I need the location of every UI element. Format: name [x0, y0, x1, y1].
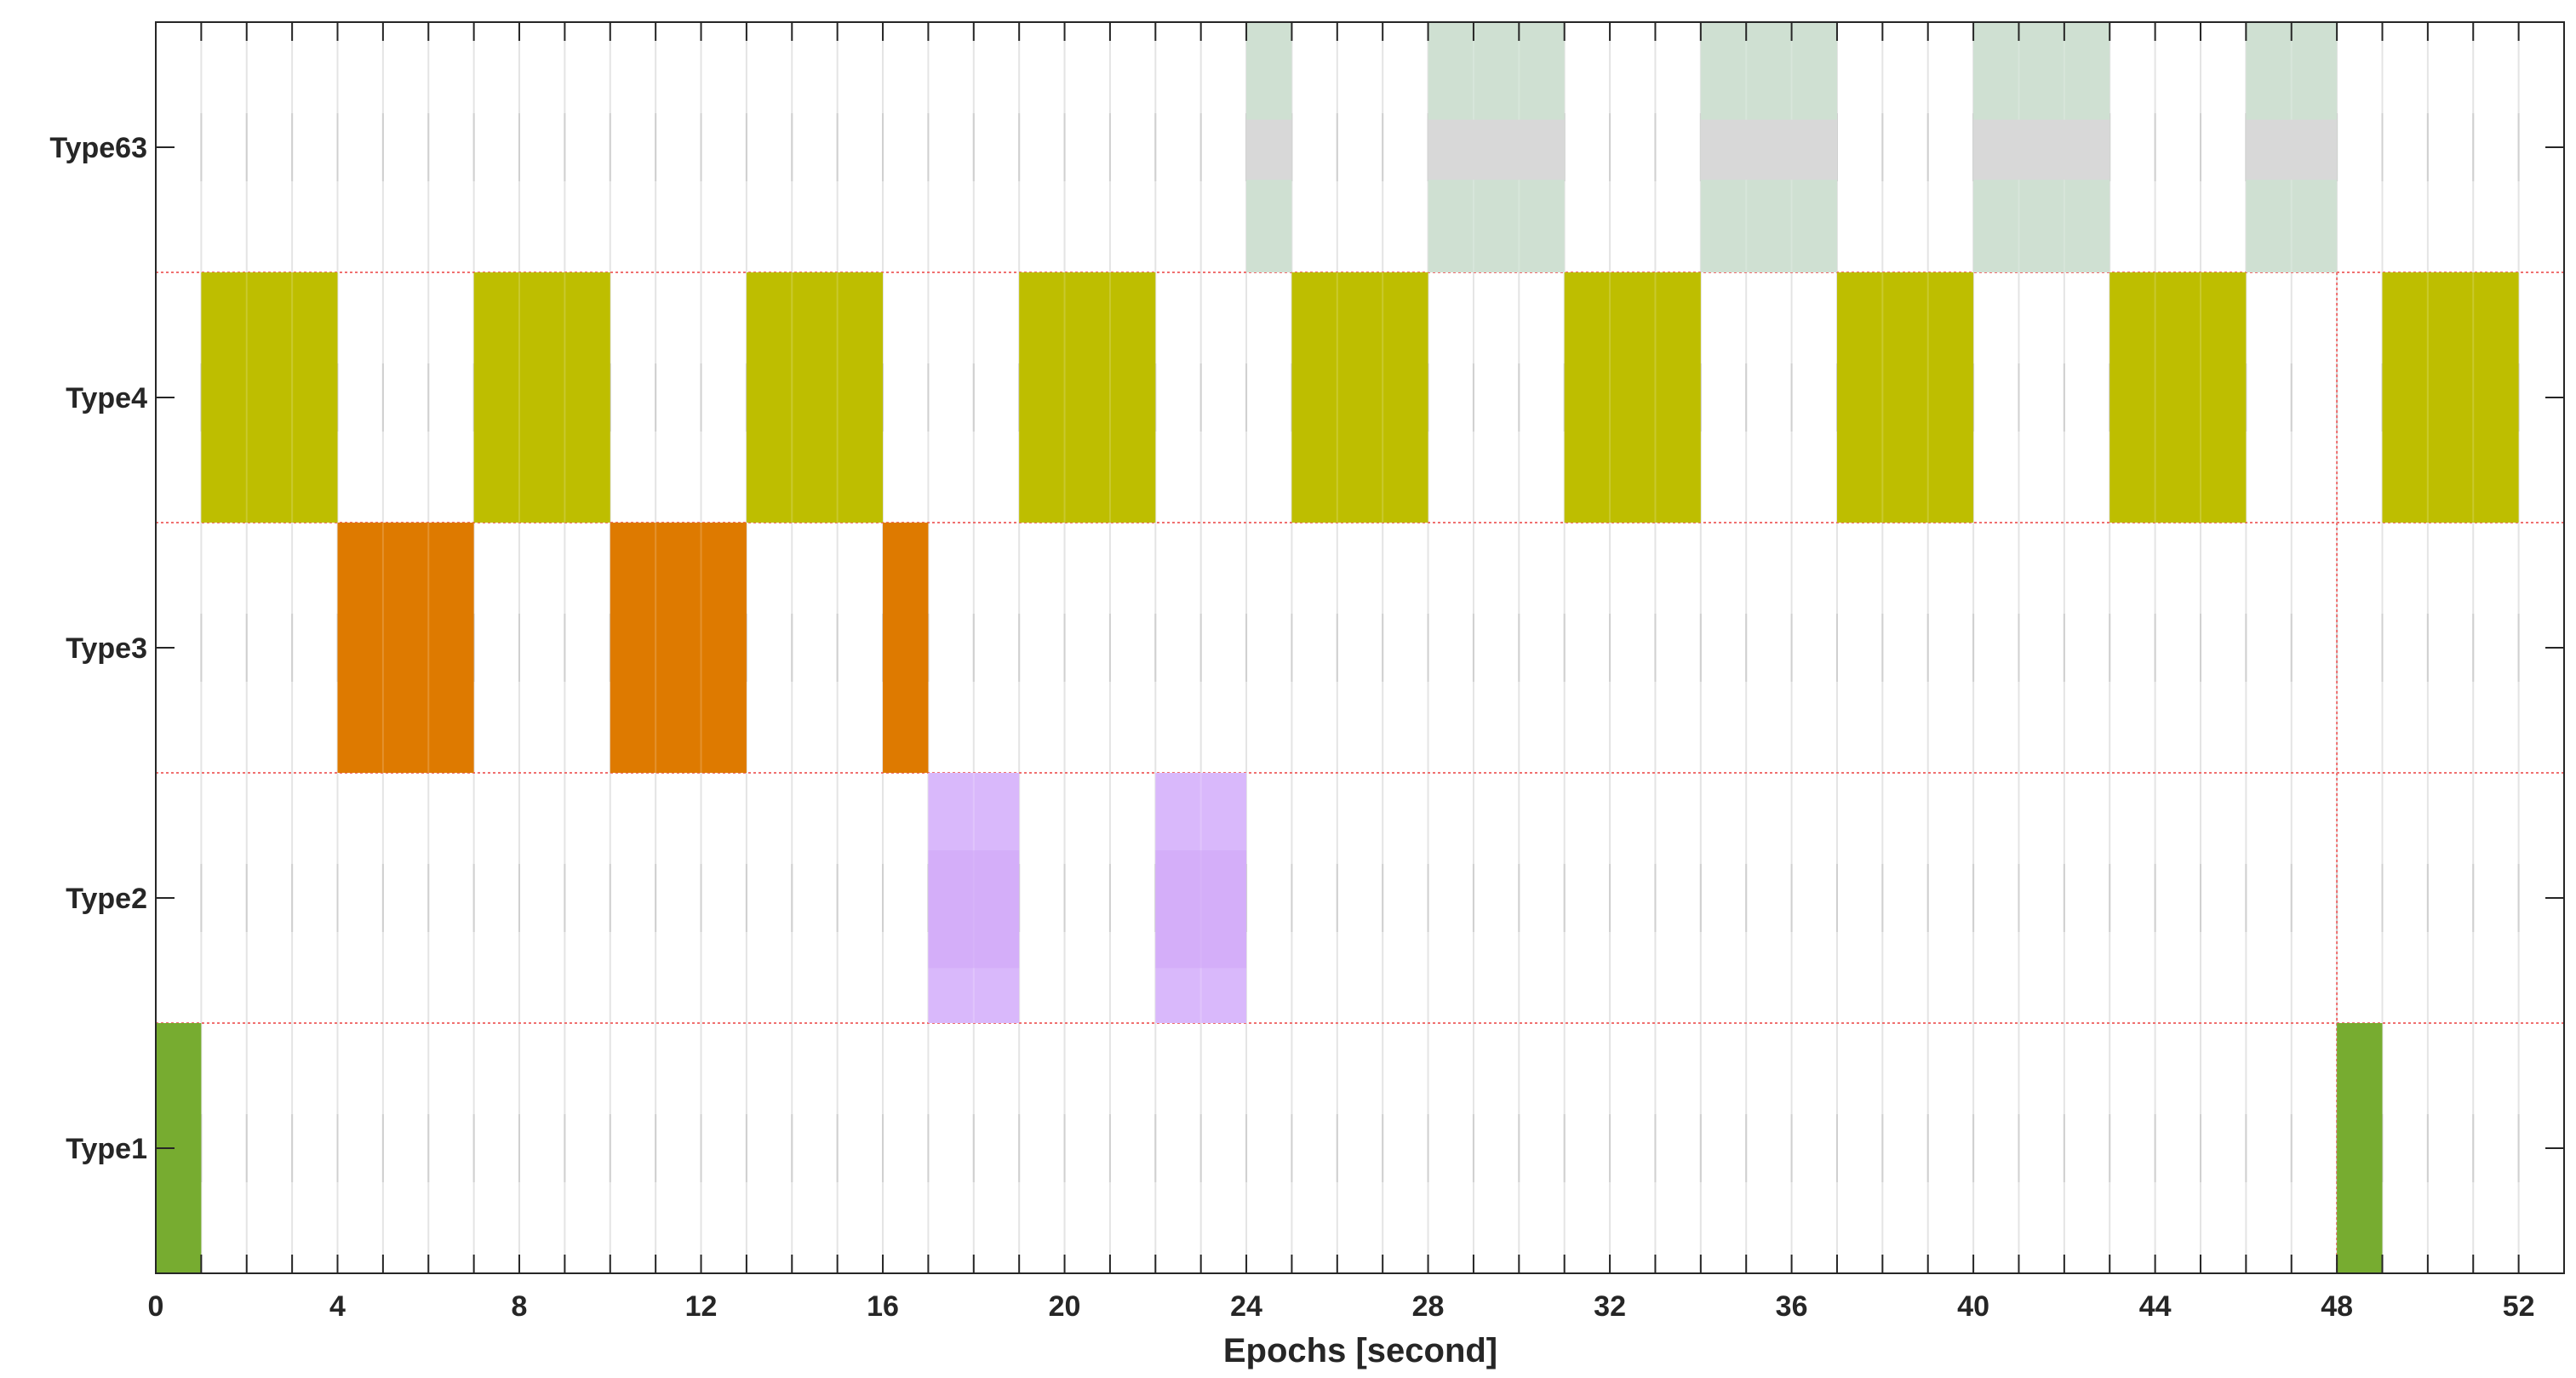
- bar-type4: [2382, 272, 2519, 523]
- bar-type63-overlay: [1428, 119, 1565, 180]
- x-tick-label: 48: [2321, 1290, 2353, 1323]
- bar-type63-overlay: [1246, 119, 1292, 180]
- bar-type4: [1564, 272, 1701, 523]
- y-tick-label: Type63: [49, 132, 147, 164]
- axes: [155, 21, 2565, 1274]
- x-tick-label: 28: [1412, 1290, 1445, 1323]
- bar-type2-overlay: [928, 850, 1020, 969]
- x-axis-label: Epochs [second]: [1223, 1332, 1497, 1369]
- bar-type63-overlay: [1700, 119, 1837, 180]
- bar-type4: [201, 272, 338, 523]
- bar-type63-overlay: [2246, 119, 2338, 180]
- bar-type4: [1836, 272, 1974, 523]
- y-tick-label: Type2: [66, 883, 147, 915]
- y-tick-label: Type1: [66, 1133, 147, 1165]
- bar-type2-overlay: [1155, 850, 1247, 969]
- bar-type3: [337, 523, 474, 773]
- bar-type63-overlay: [1973, 119, 2110, 180]
- bar-type3: [883, 523, 929, 773]
- x-tick-label: 16: [867, 1290, 899, 1323]
- x-tick-label: 32: [1594, 1290, 1626, 1323]
- y-tick-label: Type4: [66, 382, 147, 415]
- x-tick-label: 12: [685, 1290, 718, 1323]
- x-tick-label: 4: [329, 1290, 346, 1323]
- bar-type4: [2109, 272, 2247, 523]
- data-bars: [156, 22, 2519, 1273]
- bar-type3: [610, 523, 747, 773]
- bar-type4: [1291, 272, 1428, 523]
- bar-type1: [2337, 1023, 2383, 1273]
- x-tick-label: 44: [2139, 1290, 2172, 1323]
- x-tick-label: 52: [2503, 1290, 2535, 1323]
- x-tick-label: 20: [1049, 1290, 1081, 1323]
- bar-type4: [473, 272, 610, 523]
- bar-type4: [1019, 272, 1156, 523]
- x-tick-labels: 0 4 8 12 16 20 24 28 32 36 40 44 48 52: [148, 1290, 2535, 1323]
- y-tick-labels: Type1 Type2 Type3 Type4 Type63: [49, 132, 147, 1165]
- x-tick-label: 0: [148, 1290, 164, 1323]
- bar-type4: [746, 272, 884, 523]
- x-tick-label: 8: [512, 1290, 528, 1323]
- x-tick-label: 24: [1230, 1290, 1262, 1323]
- y-tick-label: Type3: [66, 632, 147, 665]
- x-tick-label: 36: [1776, 1290, 1808, 1323]
- x-tick-label: 40: [1957, 1290, 1989, 1323]
